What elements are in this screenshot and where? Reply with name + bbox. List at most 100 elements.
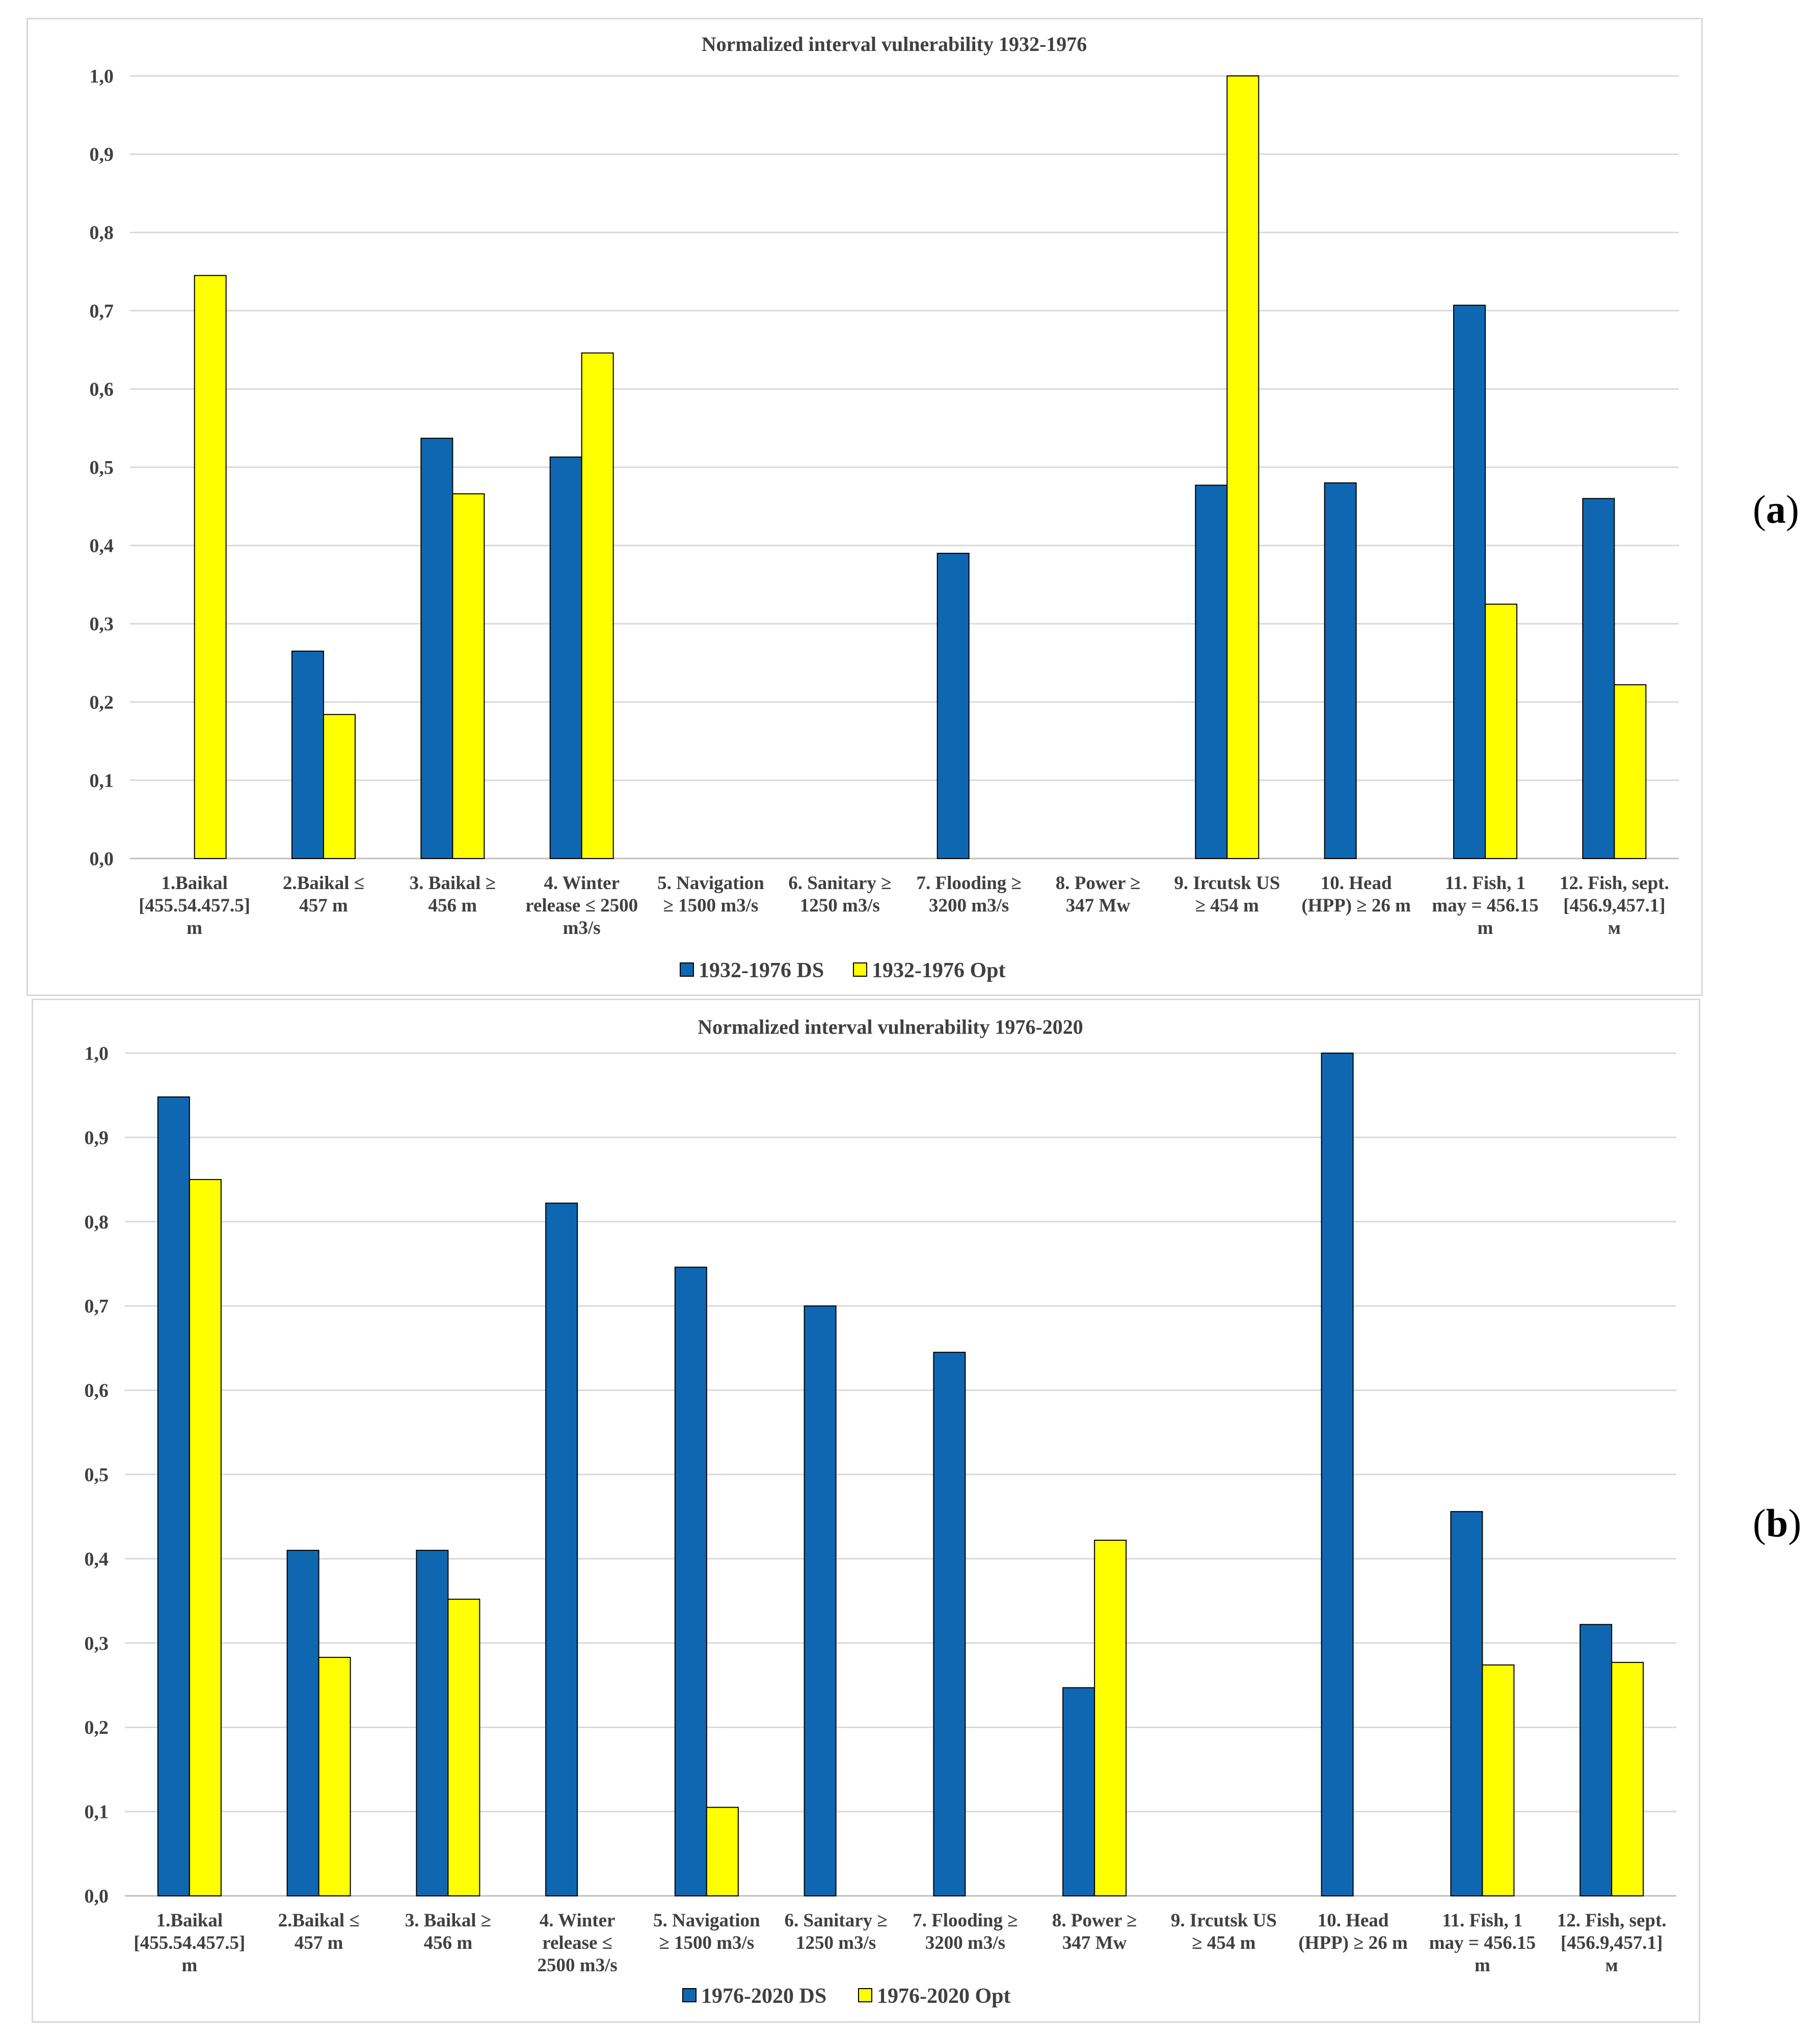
legend-label-ds: 1976-2020 DS: [701, 1985, 826, 2008]
bar-ds: [936, 552, 970, 859]
y-tick-label: 0,5: [85, 1464, 109, 1486]
x-tick-label: [456.9,457.1]: [1563, 895, 1665, 916]
y-tick-label: 0,8: [85, 1212, 109, 1233]
x-tick-label: 6. Sanitary ≥: [785, 1910, 888, 1931]
bar-opt: [323, 714, 356, 859]
x-tick-label: m: [1478, 918, 1493, 938]
x-tick-label: ≥ 1500 m3/s: [663, 895, 759, 916]
bar-ds: [1195, 485, 1228, 859]
x-tick-label: 10. Head: [1318, 1910, 1389, 1931]
x-tick-label: 11. Fish, 1: [1445, 873, 1525, 894]
chart-panel-b: Normalized interval vulnerability 1976-2…: [32, 999, 1700, 2023]
chart-b: Normalized interval vulnerability 1976-2…: [85, 1015, 1676, 2008]
x-tick-label: [456.9,457.1]: [1561, 1933, 1663, 1953]
y-tick-label: 0,2: [90, 692, 114, 713]
x-tick-label: 3. Baikal ≥: [410, 873, 496, 894]
bar-opt: [447, 1598, 480, 1896]
legend-swatch-opt: [858, 1988, 872, 2002]
x-tick-label: (HPP) ≥ 26 m: [1301, 895, 1411, 916]
y-tick-label: 0,1: [90, 770, 114, 791]
bar-opt: [581, 352, 614, 859]
bar-ds: [674, 1267, 707, 1897]
bar-ds: [545, 1202, 578, 1896]
chart-title: Normalized interval vulnerability 1976-2…: [698, 1015, 1083, 1038]
y-tick-label: 0,9: [85, 1127, 109, 1148]
bar-ds: [1453, 305, 1486, 859]
y-tick-label: 0,8: [90, 222, 114, 244]
bar-opt: [194, 275, 227, 859]
bar-ds: [420, 438, 453, 859]
x-tick-label: m: [181, 1955, 197, 1976]
x-tick-label: ≥ 454 m: [1192, 1933, 1255, 1953]
x-tick-label: 1250 m3/s: [800, 895, 880, 916]
bar-ds: [291, 650, 324, 859]
bar-opt: [1094, 1540, 1127, 1896]
x-tick-label: 2500 m3/s: [538, 1955, 618, 1976]
bar-opt: [1226, 75, 1260, 859]
x-tick-label: may = 456.15: [1429, 1933, 1536, 1953]
legend-swatch-ds: [682, 1988, 697, 2002]
x-tick-label: 1250 m3/s: [796, 1933, 876, 1953]
bar-ds: [416, 1549, 449, 1896]
x-tick-label: may = 456.15: [1432, 895, 1538, 916]
x-tick-label: 7. Flooding ≥: [913, 1910, 1018, 1931]
x-tick-label: [455.54.457.5]: [133, 1933, 245, 1953]
bar-ds: [1324, 482, 1357, 859]
bar-ds: [1062, 1687, 1095, 1897]
x-tick-label: (HPP) ≥ 26 m: [1298, 1933, 1408, 1953]
x-tick-label: 457 m: [299, 895, 348, 916]
x-tick-label: 5. Navigation: [657, 873, 764, 894]
x-tick-label: [455.54.457.5]: [139, 895, 250, 916]
y-tick-label: 0,6: [90, 379, 114, 400]
y-tick-label: 0,4: [85, 1548, 109, 1570]
bar-opt: [1482, 1664, 1515, 1896]
legend-label-opt: 1932-1976 Opt: [872, 959, 1006, 982]
bar-ds: [933, 1352, 966, 1896]
y-tick-label: 0,0: [85, 1886, 109, 1907]
x-tick-label: 4. Winter: [540, 1910, 615, 1931]
x-tick-label: 457 m: [295, 1933, 343, 1953]
bar-ds: [1321, 1053, 1354, 1896]
legend-label-opt: 1976-2020 Opt: [877, 1985, 1011, 2008]
x-tick-label: ≥ 1500 m3/s: [659, 1933, 754, 1953]
bar-ds: [804, 1305, 837, 1897]
x-tick-label: 4. Winter: [544, 873, 620, 894]
x-tick-label: 12. Fish, sept.: [1557, 1910, 1667, 1931]
x-tick-label: 10. Head: [1321, 873, 1392, 894]
bar-opt: [318, 1656, 351, 1896]
x-tick-label: 456 m: [424, 1933, 473, 1953]
x-tick-label: 8. Power ≥: [1056, 873, 1141, 894]
x-tick-label: 3200 m3/s: [925, 1933, 1005, 1953]
x-tick-label: m3/s: [563, 918, 601, 938]
x-tick-label: release ≤ 2500: [525, 895, 638, 916]
legend-swatch-opt: [853, 962, 867, 977]
x-tick-label: 9. Ircutsk US: [1171, 1910, 1277, 1931]
y-tick-label: 0,2: [85, 1717, 109, 1738]
x-tick-label: m: [186, 918, 202, 938]
y-tick-label: 0,9: [90, 144, 114, 166]
x-tick-label: ≥ 454 m: [1195, 895, 1259, 916]
bar-opt: [189, 1179, 222, 1897]
x-tick-label: 3200 m3/s: [929, 895, 1009, 916]
bar-opt: [1614, 684, 1647, 860]
x-tick-label: 12. Fish, sept.: [1560, 873, 1669, 894]
y-tick-label: 0,3: [85, 1633, 109, 1654]
chart-a: Normalized interval vulnerability 1932-1…: [90, 33, 1679, 982]
x-tick-label: 3. Baikal ≥: [405, 1910, 491, 1931]
bar-ds: [1450, 1511, 1483, 1896]
bar-ds: [157, 1096, 190, 1896]
bar-opt: [1611, 1661, 1644, 1897]
y-tick-label: 0,7: [85, 1296, 109, 1317]
y-tick-label: 1,0: [85, 1043, 109, 1064]
x-tick-label: 5. Navigation: [653, 1910, 760, 1931]
x-tick-label: 1.Baikal: [156, 1910, 223, 1931]
x-tick-label: 347 Mw: [1062, 1933, 1127, 1953]
x-tick-label: 7. Flooding ≥: [916, 873, 1021, 894]
bar-ds: [549, 457, 582, 859]
bar-opt: [452, 493, 485, 859]
bar-ds: [1582, 498, 1615, 859]
x-tick-label: 9. Ircutsk US: [1174, 873, 1280, 894]
x-tick-label: 2.Baikal ≤: [278, 1910, 360, 1931]
legend-swatch-ds: [680, 962, 694, 977]
x-tick-label: 347 Mw: [1066, 895, 1131, 916]
